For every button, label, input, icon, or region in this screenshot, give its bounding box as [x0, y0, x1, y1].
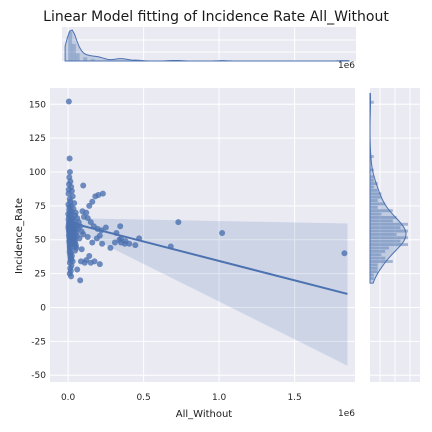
y-tick-label: 150 — [29, 100, 46, 110]
right-histogram-bar — [370, 182, 378, 186]
data-point — [102, 224, 109, 231]
data-point — [77, 277, 84, 284]
right-histogram-bar — [370, 226, 401, 230]
data-point — [117, 223, 124, 230]
right-histogram-bar — [370, 178, 374, 182]
data-point — [121, 240, 128, 247]
data-point — [99, 190, 106, 197]
right-histogram-bar — [370, 202, 386, 206]
right-histogram-bar — [370, 232, 397, 236]
data-point — [96, 261, 103, 268]
top-x-offset-label: 1e6 — [338, 61, 355, 71]
data-point — [80, 182, 87, 189]
y-tick-label: 125 — [29, 134, 46, 144]
data-point — [66, 169, 73, 175]
right-histogram-bar — [370, 270, 378, 274]
x-axis-label: All_Without — [176, 409, 233, 420]
right-histogram-bar — [370, 168, 374, 172]
right-histogram-bar — [370, 236, 408, 240]
right-histogram-bar — [370, 246, 389, 250]
right-histogram-bar — [370, 175, 374, 179]
y-tick-label: -50 — [31, 371, 46, 381]
right-histogram-bar — [370, 199, 378, 202]
data-point — [74, 266, 81, 273]
data-point — [84, 234, 91, 241]
data-point — [80, 231, 87, 238]
right-histogram-bar — [370, 188, 378, 192]
main-scatter-panel: 0.0 0.5 1.0 1.5 -50 -25 0 25 50 75 100 125 150 — [29, 88, 355, 403]
right-histogram-bar — [370, 243, 408, 247]
data-point — [126, 240, 133, 247]
data-point — [66, 155, 73, 162]
data-point — [78, 246, 85, 253]
top-density-curve — [64, 29, 350, 62]
top-histogram-bar — [71, 43, 76, 61]
data-point — [79, 208, 86, 215]
data-point — [175, 219, 182, 226]
y-tick-label: 25 — [35, 270, 46, 280]
top-histogram-bar — [90, 59, 95, 61]
x-tick-label: 0.5 — [136, 393, 150, 403]
right-histogram-bar — [370, 260, 393, 263]
right-histogram-bar — [370, 256, 386, 260]
right-histogram-bar — [370, 263, 378, 267]
data-point — [86, 253, 93, 259]
right-histogram-bar — [370, 266, 378, 270]
data-point — [132, 242, 139, 249]
top-marginal-panel — [62, 27, 356, 62]
data-point — [80, 213, 87, 220]
data-point — [99, 240, 106, 247]
right-histogram-bar — [370, 205, 378, 209]
right-histogram-bar — [370, 155, 374, 158]
right-density-curve — [369, 92, 407, 284]
y-tick-label: -25 — [31, 337, 46, 347]
x-tick-label: 1.5 — [287, 393, 301, 403]
y-tick-label: 50 — [35, 236, 47, 246]
y-axis-label: Incidence_Rate — [14, 198, 25, 274]
right-histogram-bar — [370, 219, 393, 223]
x-offset-label: 1e6 — [338, 409, 355, 419]
data-point — [89, 239, 96, 246]
regression-line — [67, 221, 348, 295]
regression-confidence-band — [68, 218, 348, 366]
data-point — [111, 239, 118, 246]
data-point — [65, 98, 72, 105]
top-histogram-bar — [75, 53, 80, 61]
right-marginal-panel — [369, 88, 420, 382]
data-point — [76, 235, 83, 242]
x-tick-label: 0.0 — [61, 393, 76, 403]
right-histogram-bar — [370, 185, 374, 189]
data-point — [219, 229, 226, 236]
data-point — [96, 232, 103, 239]
right-histogram-bar — [370, 253, 382, 257]
right-histogram-bar — [370, 192, 382, 196]
right-histogram-bar — [370, 277, 374, 280]
top-histogram-bar — [83, 57, 88, 61]
right-histogram-bar — [370, 273, 374, 277]
data-point — [89, 198, 96, 205]
right-histogram-bar — [370, 222, 408, 226]
data-point — [91, 258, 98, 265]
right-histogram-bar — [370, 239, 401, 243]
data-point — [95, 192, 102, 199]
x-tick-label: 1.0 — [212, 393, 227, 403]
right-histogram-bar — [370, 229, 408, 233]
data-point — [341, 250, 348, 257]
right-histogram-bar — [370, 216, 397, 219]
right-histogram-bar — [370, 209, 393, 213]
right-histogram-bar — [370, 195, 382, 199]
y-tick-label: 100 — [29, 168, 46, 178]
top-histogram-bar — [68, 31, 73, 61]
right-histogram-bar — [370, 249, 386, 253]
chart-title: Linear Model fitting of Incidence Rate A… — [43, 9, 389, 25]
data-point — [68, 273, 75, 280]
right-histogram-bar — [370, 100, 374, 104]
y-tick-label: 75 — [35, 202, 46, 212]
right-histogram-bar — [370, 212, 382, 216]
data-point — [107, 244, 114, 251]
y-tick-label: 0 — [40, 303, 46, 313]
